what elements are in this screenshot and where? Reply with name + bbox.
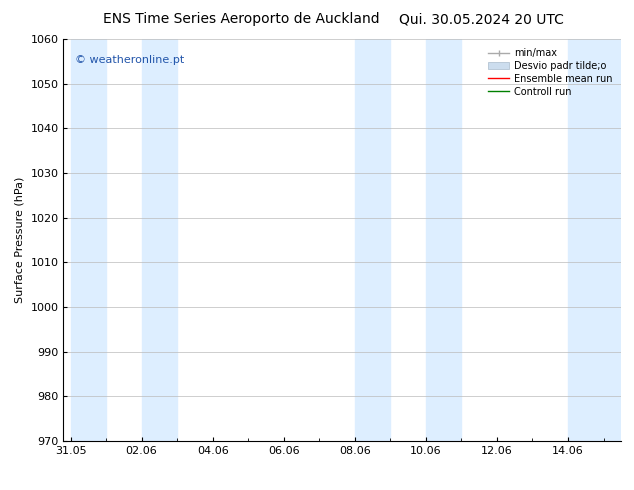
Text: © weatheronline.pt: © weatheronline.pt (75, 55, 184, 65)
Text: Qui. 30.05.2024 20 UTC: Qui. 30.05.2024 20 UTC (399, 12, 564, 26)
Text: ENS Time Series Aeroporto de Auckland: ENS Time Series Aeroporto de Auckland (103, 12, 379, 26)
Bar (70, 39, 106, 441)
Bar (426, 39, 462, 441)
Bar (355, 39, 391, 441)
Bar (568, 39, 621, 441)
Bar (141, 39, 177, 441)
Legend: min/max, Desvio padr tilde;o, Ensemble mean run, Controll run: min/max, Desvio padr tilde;o, Ensemble m… (484, 44, 616, 100)
Y-axis label: Surface Pressure (hPa): Surface Pressure (hPa) (15, 177, 25, 303)
